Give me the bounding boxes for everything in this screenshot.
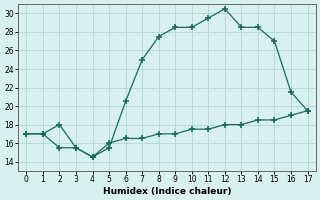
X-axis label: Humidex (Indice chaleur): Humidex (Indice chaleur) xyxy=(103,187,231,196)
